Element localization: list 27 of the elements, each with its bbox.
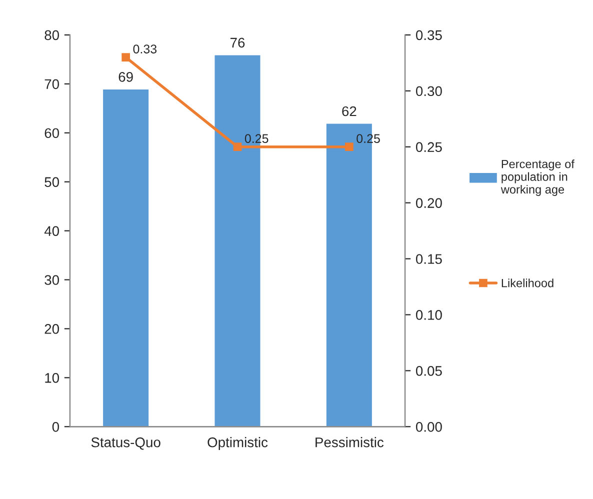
x-tick-label: Pessimistic (316, 437, 384, 448)
y-tick-label: 30 (44, 275, 60, 285)
legend-label: Percentage of population in working age (500, 160, 574, 196)
y2-tick-label: 0.35 (416, 30, 442, 40)
y2-tick-label: 0.15 (416, 254, 442, 264)
y-tick-label: 80 (44, 30, 60, 40)
data-label: 62 (342, 106, 356, 116)
y-tick-label: 70 (44, 79, 60, 90)
legend-label: Likelihood (502, 278, 554, 288)
y-tick-label: 50 (44, 177, 60, 187)
y2-tick-label: 0.30 (416, 86, 442, 96)
y-tick-label: 60 (44, 128, 60, 138)
y-tick-label: 40 (44, 226, 60, 236)
y-tick-label: 0 (52, 422, 60, 432)
y-tick-label: 20 (44, 324, 60, 334)
x-tick-label: Optimistic (208, 437, 268, 450)
y2-tick-label: 0.00 (416, 422, 442, 432)
y-tick-label: 10 (45, 373, 60, 383)
y2-tick-label: 0.20 (416, 198, 442, 208)
y2-tick-label: 0.05 (416, 366, 442, 376)
y2-tick-label: 0.10 (416, 310, 442, 320)
bar (102, 88, 150, 427)
data-label: 69 (118, 72, 133, 82)
x-tick-label: Status-Quo (91, 437, 160, 450)
y2-tick-label: 0.25 (416, 142, 442, 152)
data-label: 0.33 (133, 44, 157, 54)
data-label: 76 (230, 38, 245, 48)
